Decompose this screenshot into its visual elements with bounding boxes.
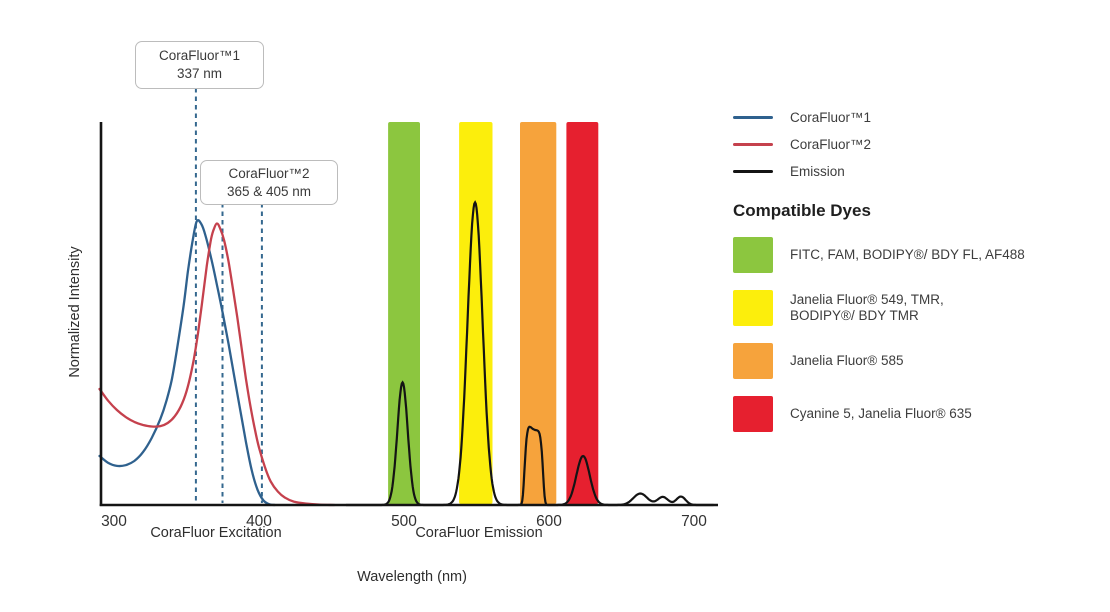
y-axis-label: Normalized Intensity — [67, 246, 83, 378]
legend-label: CoraFluor™1 — [790, 109, 872, 125]
annotation-corafluor1-title: CoraFluor™1 — [158, 48, 241, 64]
legend-item-corafluor1: CoraFluor™1 — [733, 106, 871, 128]
dye-item-red: Cyanine 5, Janelia Fluor® 635 — [733, 396, 1025, 432]
green-filter-swatch — [733, 237, 773, 273]
compatible-dyes-heading: Compatible Dyes — [733, 201, 871, 220]
legend-item-emission: Emission — [733, 160, 871, 182]
filter-band-red — [566, 122, 599, 504]
compatible-dyes-list: FITC, FAM, BODIPY®/ BDY FL, AF488 Janeli… — [733, 237, 1025, 432]
dye-label: Cyanine 5, Janelia Fluor® 635 — [790, 405, 972, 421]
x-tick-label: 300 — [101, 513, 127, 530]
yellow-filter-swatch — [733, 290, 773, 326]
dye-label: Janelia Fluor® 585 — [790, 352, 904, 368]
x-tick-label: 400 — [246, 513, 272, 530]
dye-item-orange: Janelia Fluor® 585 — [733, 343, 1025, 379]
legend-label: Emission — [790, 163, 845, 179]
annotation-corafluor2: CoraFluor™2 365 & 405 nm — [200, 160, 338, 205]
filter-band-orange — [520, 122, 557, 504]
dye-item-yellow: Janelia Fluor® 549, TMR, BODIPY®/ BDY TM… — [733, 290, 1025, 326]
corafluor1-line-swatch — [733, 115, 773, 119]
dye-label: FITC, FAM, BODIPY®/ BDY FL, AF488 — [790, 246, 1025, 262]
annotation-corafluor2-wavelength: 365 & 405 nm — [226, 183, 312, 199]
x-tick-label: 700 — [681, 513, 707, 530]
emission-region-label: CoraFluor Emission — [415, 525, 543, 541]
curve-corafluor1-excitation — [98, 219, 277, 507]
dye-label: Janelia Fluor® 549, TMR, BODIPY®/ BDY TM… — [790, 291, 944, 324]
curve-emission — [346, 200, 714, 507]
excitation-region-label: CoraFluor Excitation — [150, 525, 282, 541]
legend: CoraFluor™1 CoraFluor™2 Emission — [733, 106, 871, 182]
legend-label: CoraFluor™2 — [790, 136, 872, 152]
corafluor2-line-swatch — [733, 142, 773, 146]
emission-line-swatch — [733, 169, 773, 173]
filter-band-green — [388, 122, 420, 504]
filter-band-yellow — [459, 122, 493, 504]
dye-item-green: FITC, FAM, BODIPY®/ BDY FL, AF488 — [733, 237, 1025, 273]
curve-corafluor2-excitation — [98, 222, 336, 507]
annotation-corafluor2-title: CoraFluor™2 — [228, 165, 310, 181]
orange-filter-swatch — [733, 343, 773, 379]
annotation-corafluor1: CoraFluor™1 337 nm — [135, 41, 264, 89]
x-tick-label: 500 — [391, 513, 417, 530]
red-filter-swatch — [733, 396, 773, 432]
x-tick-label: 600 — [536, 513, 562, 530]
legend-item-corafluor2: CoraFluor™2 — [733, 133, 871, 155]
x-axis-label: Wavelength (nm) — [357, 569, 467, 585]
annotation-corafluor1-wavelength: 337 nm — [176, 66, 223, 81]
